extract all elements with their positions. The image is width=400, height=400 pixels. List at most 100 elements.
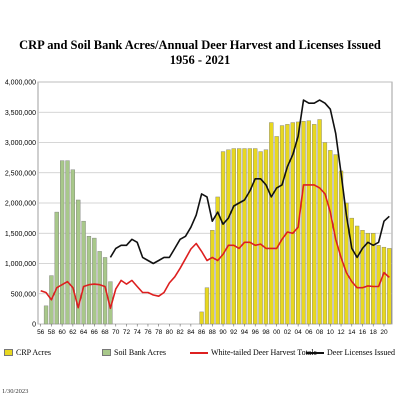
series-line-harvest — [40, 184, 390, 310]
bar-crp — [349, 217, 354, 325]
y-tick-label: 1,500,000 — [5, 231, 36, 238]
y-tick-label: 4,000,000 — [5, 80, 36, 87]
x-tick-label: 98 — [262, 329, 270, 336]
x-tick-label: 86 — [198, 329, 206, 336]
bar-crp — [322, 142, 328, 325]
legend-label-licenses: Deer Licenses Issued — [327, 348, 395, 357]
bar-crp — [220, 151, 226, 325]
x-tick-label: 92 — [230, 329, 238, 336]
x-tick-label: 60 — [59, 329, 67, 336]
bar-crp — [263, 149, 269, 325]
bar-soil-bank — [81, 220, 86, 325]
x-tick-label: 76 — [144, 329, 152, 336]
x-tick-label: 08 — [316, 329, 324, 336]
bar-crp — [365, 233, 370, 325]
chart-title: CRP and Soil Bank Acres/Annual Deer Harv… — [19, 38, 381, 52]
legend-item-harvest: White-tailed Deer Harvest Totals — [190, 348, 317, 357]
bar-crp — [344, 202, 349, 325]
bar-crp — [258, 151, 263, 325]
bar-soil-bank — [97, 251, 102, 325]
legend-label-harvest: White-tailed Deer Harvest Totals — [211, 348, 317, 357]
x-tick-label: 84 — [187, 329, 195, 336]
legend-item-licenses: Deer Licenses Issued — [306, 348, 395, 357]
bar-crp — [226, 149, 231, 325]
x-tick-label: 14 — [348, 329, 356, 336]
x-tick-label: 02 — [284, 329, 292, 336]
bar-crp — [338, 170, 344, 325]
x-tick-label: 56 — [37, 329, 45, 336]
bar-crp — [199, 311, 204, 325]
bar-crp — [231, 148, 236, 325]
footnote-date: 1/30/2023 — [2, 388, 29, 395]
bar-soil-bank — [60, 160, 65, 325]
bar-crp — [355, 225, 360, 325]
x-tick-label: 96 — [252, 329, 260, 336]
bar-soil-bank — [76, 199, 81, 325]
bar-soil-bank — [43, 305, 49, 325]
x-tick-label: 62 — [69, 329, 77, 336]
legend-swatch-licenses — [306, 351, 324, 354]
bar-crp — [371, 233, 376, 325]
bar-crp — [381, 246, 387, 325]
series-line-licenses — [109, 99, 390, 265]
x-tick-label: 20 — [380, 329, 388, 336]
x-tick-label: 00 — [273, 329, 281, 336]
bar-crp — [290, 122, 295, 325]
bar-soil-bank — [54, 211, 59, 325]
bar-soil-bank — [70, 169, 75, 325]
x-tick-label: 64 — [80, 329, 88, 336]
y-tick-label: 3,000,000 — [5, 140, 36, 147]
x-tick-label: 04 — [295, 329, 303, 336]
chart-subtitle: 1956 - 2021 — [169, 53, 231, 67]
x-tick-label: 82 — [177, 329, 185, 336]
legend-item-crp: CRP Acres — [4, 348, 51, 357]
x-tick-label: 06 — [305, 329, 313, 336]
bar-crp — [237, 148, 242, 325]
bar-crp — [204, 287, 210, 325]
legend-swatch-soil-bank — [102, 349, 111, 356]
bar-crp — [242, 148, 247, 325]
x-tick-label: 88 — [209, 329, 217, 336]
legend-swatch-harvest — [190, 351, 208, 354]
bar-crp — [328, 150, 333, 325]
bar-crp — [360, 230, 365, 325]
bar-crp — [301, 121, 306, 325]
bar-crp — [312, 124, 317, 325]
legend-label-soil-bank: Soil Bank Acres — [114, 348, 166, 357]
x-tick-label: 72 — [123, 329, 131, 336]
y-tick-label: 2,500,000 — [5, 170, 36, 177]
bar-crp — [210, 230, 215, 325]
legend-label-crp: CRP Acres — [16, 348, 52, 357]
y-tick-label: 2,000,000 — [5, 201, 36, 208]
bar-soil-bank — [92, 237, 97, 325]
x-tick-label: 58 — [48, 329, 56, 336]
bar-crp — [317, 119, 322, 325]
bar-crp — [269, 122, 274, 325]
bar-crp — [387, 248, 392, 325]
x-tick-label: 78 — [155, 329, 163, 336]
bar-soil-bank — [65, 160, 70, 325]
legend: CRP Acres Soil Bank Acres White-tailed D… — [4, 348, 400, 362]
x-tick-label: 10 — [327, 329, 335, 336]
x-tick-label: 90 — [219, 329, 227, 336]
y-tick-label: 3,500,000 — [5, 110, 36, 117]
bar-crp — [306, 120, 311, 325]
x-tick-label: 16 — [359, 329, 367, 336]
x-tick-label: 66 — [91, 329, 99, 336]
x-tick-label: 18 — [370, 329, 378, 336]
bar-crp — [253, 148, 258, 325]
y-tick-label: 1,000,000 — [5, 261, 36, 268]
bar-crp — [285, 124, 290, 325]
y-tick-label: 0 — [32, 322, 36, 329]
bar-crp — [274, 136, 279, 325]
x-tick-label: 68 — [101, 329, 109, 336]
legend-item-soil-bank: Soil Bank Acres — [102, 348, 166, 357]
bar-crp — [279, 125, 285, 325]
y-tick-label: 500,000 — [11, 291, 36, 298]
x-tick-label: 70 — [112, 329, 120, 336]
bar-crp — [247, 148, 252, 325]
x-tick-label: 94 — [241, 329, 249, 336]
legend-swatch-crp — [4, 349, 13, 356]
